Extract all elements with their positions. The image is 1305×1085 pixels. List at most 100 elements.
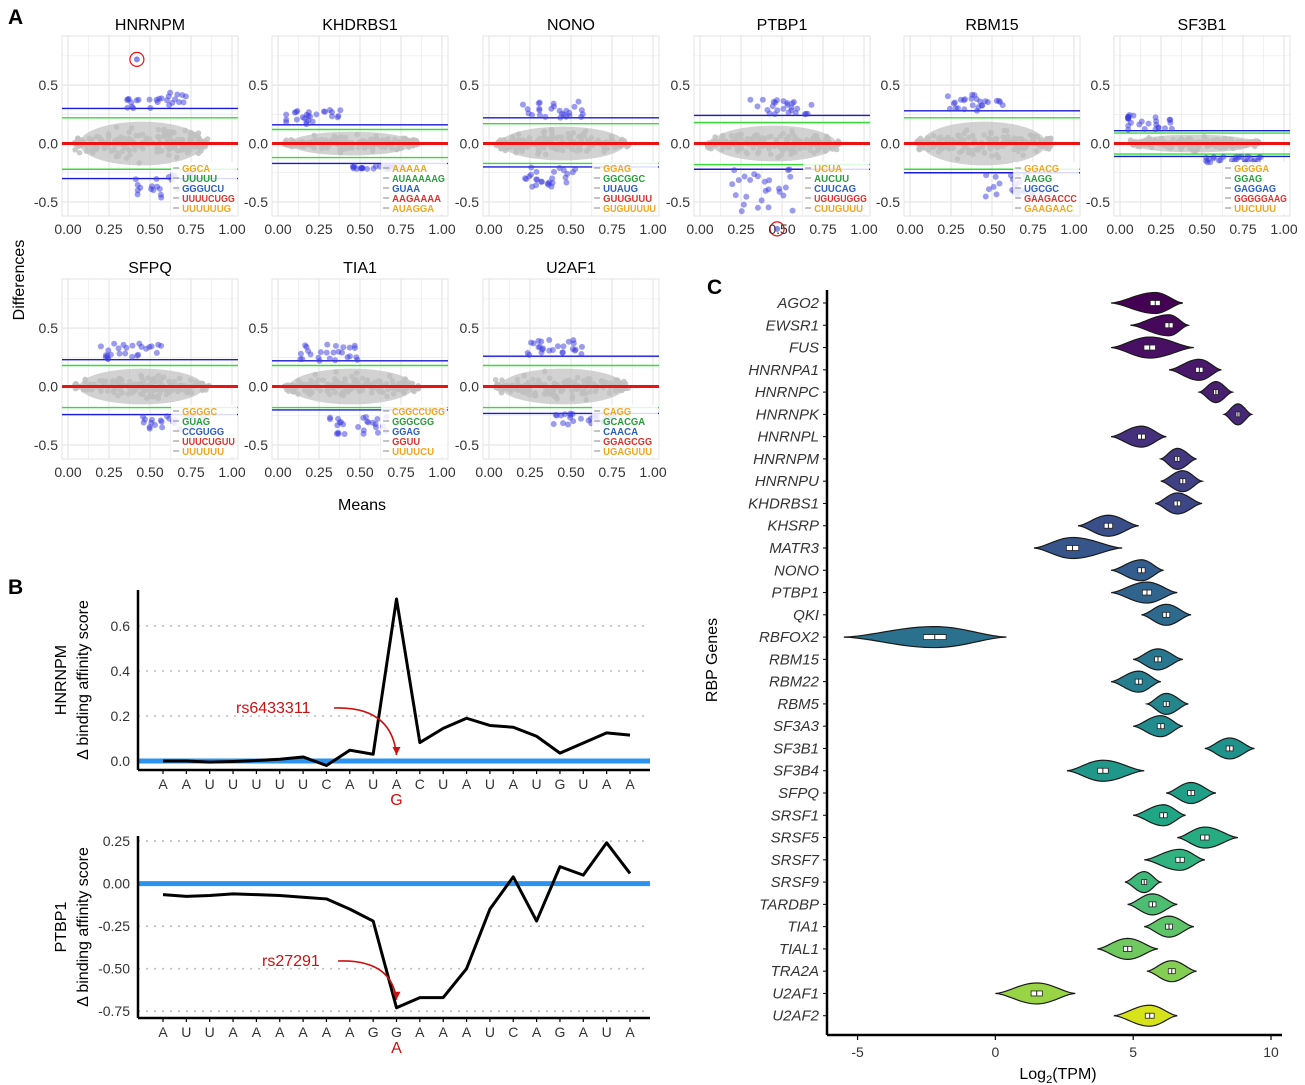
violin-srsf5: SRSF5 [771,826,1239,849]
outlier-point [1217,157,1224,164]
x-tick-label: 1.00 [1060,221,1087,237]
outlier-point [957,96,964,103]
motif-label: GAAGACCC [1024,194,1077,205]
motif-label: AAGAAAA [392,194,441,205]
gene-label: KHDRBS1 [748,495,819,512]
outlier-point [334,429,341,436]
y-axis-title: HNRNPM Δ binding affinity score [53,600,92,760]
violin-sfpq: SFPQ [778,781,1216,805]
nucleotide-label: U [438,776,448,792]
motif-legend-bg [592,405,658,457]
facet-title: NONO [547,17,595,34]
motif-label: GCACGA [603,417,645,428]
outlier-point [1141,125,1148,132]
motif-label: GGACG [1024,164,1059,175]
outlier-point [946,105,953,112]
motif-label: AUAAAAAG [392,174,445,185]
outlier-point [575,98,582,105]
motif-legend-bg [171,162,237,214]
outlier-point [535,100,542,107]
motif-label: UGAGUUU [603,447,652,458]
outlier-point [1125,115,1132,122]
outlier-point [146,96,153,103]
outlier-point [374,429,381,436]
y-tick-label: -0.5 [34,437,58,453]
gene-label: HNRNPA1 [748,362,819,379]
outlier-point [808,101,815,108]
outlier-point [1168,125,1175,132]
motif-label: UCUA [814,164,842,175]
nucleotide-label: G [391,1024,402,1040]
violin-sf3a3: SF3A3 [773,715,1183,738]
nucleotide-label: U [368,776,378,792]
x-tick-label: 0.50 [136,221,163,237]
outlier-point [950,100,957,107]
gene-label: SRSF7 [771,852,820,869]
outlier-point [944,93,951,100]
outlier-point [1238,153,1245,160]
outlier-point [360,414,367,421]
motif-label: CAACA [603,427,638,438]
hnrnpm-affinity-plot: 0.00.20.40.6A A U U U U U C A U A C U A U A U G U A AGrs6433… [53,590,650,809]
outlier-point [996,180,1003,187]
nucleotide-label: A [579,1024,589,1040]
outlier-point [337,107,344,114]
motif-label: UUCUUU [1234,204,1276,215]
outlier-point [571,103,578,110]
outlier-point [762,187,769,194]
outlier-point [148,183,155,190]
outlier-point [326,107,333,114]
outlier-point [167,89,174,96]
x-tick-label: 1.00 [1270,221,1297,237]
outlier-point [146,344,153,351]
motif-label: GGGGC [182,407,217,418]
gene-label: SRSF9 [771,874,820,891]
y-tick-label: 0.0 [671,136,691,152]
outlier-point [156,185,163,192]
nucleotide-label: G [555,776,566,792]
violin-hnrnpk: HNRNPK [756,403,1254,426]
outlier-point [340,344,347,351]
outlier-point [548,105,555,112]
x-tick-label: 0.25 [516,221,543,237]
nucleotide-label: A [602,776,612,792]
outlier-point [983,172,990,179]
outlier-point [107,351,114,358]
outlier-point [146,424,153,431]
y-tick-label: -0.75 [98,1003,130,1019]
nucleotide-label: A [252,1024,262,1040]
outlier-point [330,349,337,356]
y-tick-label: -0.5 [1086,194,1110,210]
nucleotide-label: A [439,1024,449,1040]
outlier-point [135,96,142,103]
motif-legend-bg [1013,162,1079,214]
y-tick-label: 0.5 [881,77,901,93]
violin-hnrnpl: HNRNPL [757,425,1167,448]
nucleotide-label: U [602,1024,612,1040]
outlier-point [985,186,992,193]
nucleotide-label: C [321,776,331,792]
nucleotide-label: A [462,1024,472,1040]
gene-label: U2AF2 [772,1008,819,1025]
outlier-point [369,419,376,426]
outlier-point [180,99,187,106]
outlier-point [163,413,170,420]
nucleotide-label: U [275,776,285,792]
x-tick-label: 0.50 [346,221,373,237]
motif-label: AUAGGA [392,204,434,215]
violin-shape [1111,559,1164,582]
y-axis-title-line: Δ binding affinity score [75,600,92,760]
outlier-point [549,179,556,186]
x-tick-label: 0.25 [305,464,332,480]
outlier-point [577,415,584,422]
outlier-point [564,421,571,428]
outlier-point [1161,125,1168,132]
outlier-point [1255,154,1262,161]
outlier-point [129,342,136,349]
motif-legend-bg [171,405,237,457]
outlier-point [751,171,758,178]
y-tick-label: 0.0 [249,379,269,395]
